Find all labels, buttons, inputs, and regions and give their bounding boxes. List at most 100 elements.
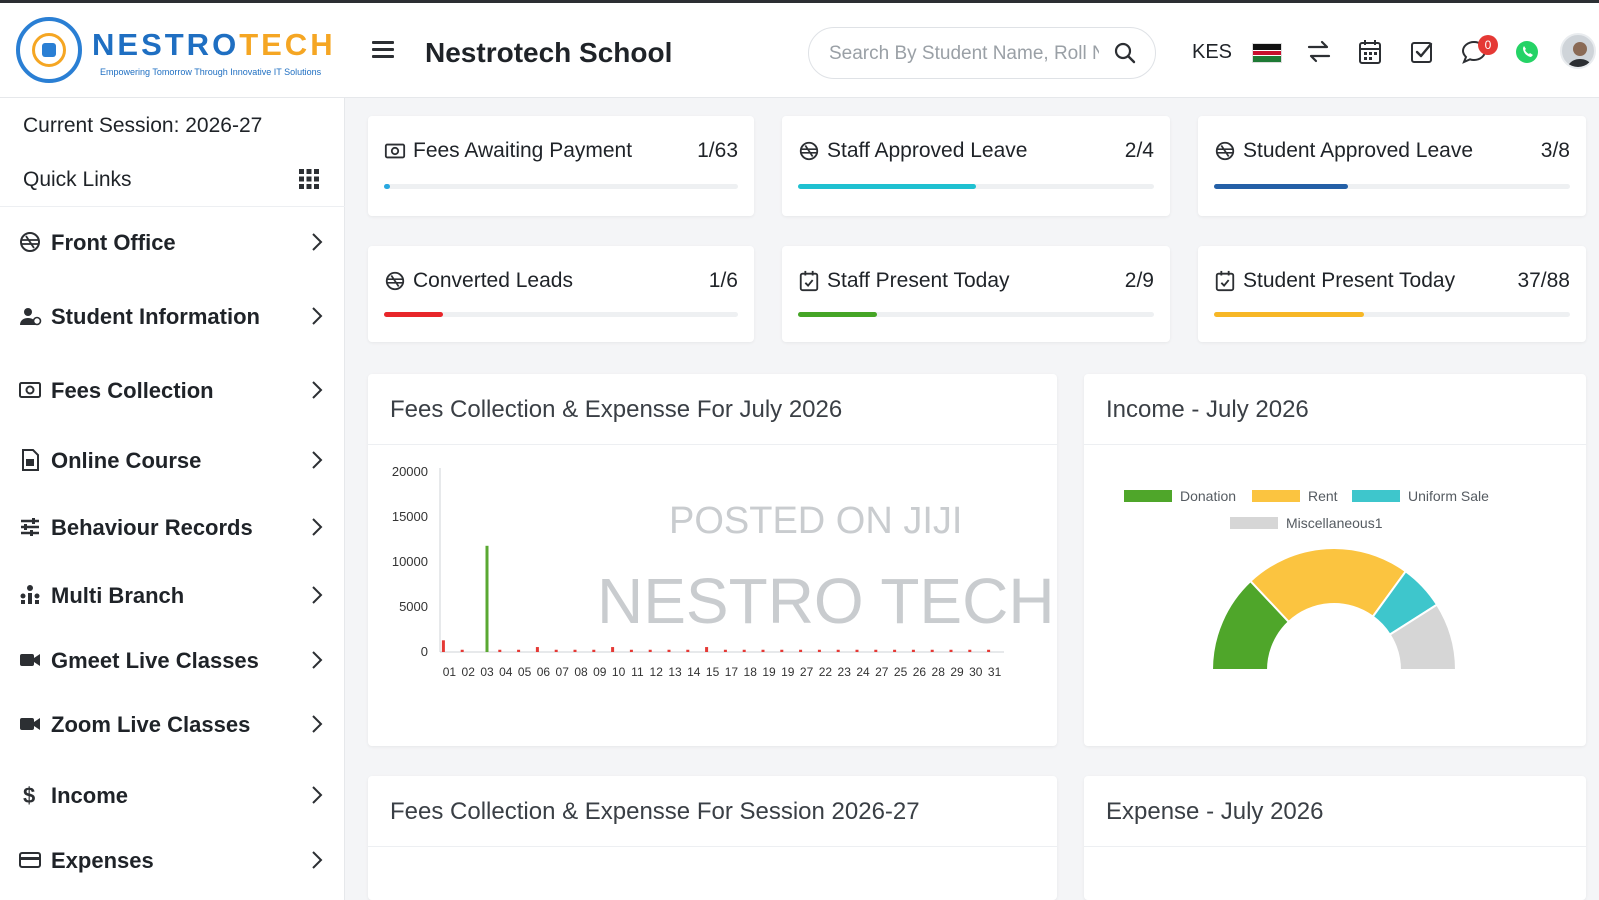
x-tick-label: 03 <box>480 665 494 679</box>
expense-bar <box>667 649 671 652</box>
legend-label: Miscellaneous1 <box>1286 515 1383 531</box>
progress-track <box>798 184 1154 189</box>
panel-title: Fees Collection & Expensse For July 2026 <box>390 396 843 423</box>
sidebar-item-income[interactable]: $ Income <box>0 771 345 821</box>
progress-fill <box>384 312 444 317</box>
expense-month-panel: Expense - July 2026 <box>1084 776 1586 900</box>
progress-track <box>1214 184 1570 189</box>
divider <box>1084 444 1586 445</box>
branch-icon <box>20 585 40 604</box>
x-tick-label: 05 <box>518 665 532 679</box>
chevron-right-icon <box>312 851 323 869</box>
money-icon <box>19 382 41 398</box>
stat-card-fees-awaiting[interactable]: Fees Awaiting Payment 1/63 <box>368 116 754 216</box>
sidebar-item-label: Online Course <box>51 448 202 473</box>
leave-icon <box>799 141 819 161</box>
search-input[interactable] <box>829 40 1099 68</box>
income-month-panel: Income - July 2026 Donation Rent Uniform S… <box>1084 374 1586 746</box>
logo[interactable]: NESTROTECH Empowering Tomorrow Through I… <box>16 17 333 89</box>
income-doughnut-chart: Donation Rent Uniform Sale Miscellaneous1 <box>1124 488 1489 671</box>
sidebar: Current Session: 2026-27 Quick Links Fro… <box>0 98 345 900</box>
x-tick-label: 13 <box>668 665 682 679</box>
expense-bar <box>554 649 558 652</box>
sidebar-item-multi-branch[interactable]: Multi Branch <box>0 571 345 621</box>
y-tick-label: 5000 <box>399 599 428 614</box>
progress-fill <box>1214 184 1348 189</box>
sidebar-item-zoom-live-classes[interactable]: Zoom Live Classes <box>0 700 345 750</box>
chevron-right-icon <box>312 518 323 536</box>
expense-bar <box>817 649 821 652</box>
sidebar-item-online-course[interactable]: Online Course <box>0 436 345 486</box>
expense-bar <box>874 649 878 652</box>
sidebar-item-behaviour-records[interactable]: Behaviour Records <box>0 503 345 553</box>
chevron-right-icon <box>312 715 323 733</box>
stat-value: 1/63 <box>697 139 738 162</box>
sliders-icon <box>21 518 39 536</box>
stat-card-converted-leads[interactable]: Converted Leads 1/6 <box>368 246 754 342</box>
calendar-icon[interactable] <box>1356 39 1384 65</box>
stat-value: 3/8 <box>1540 139 1570 162</box>
divider <box>368 846 1057 847</box>
kenya-flag-icon[interactable] <box>1252 43 1282 63</box>
expense-bar <box>460 649 464 652</box>
stat-label: Student Present Today <box>1243 269 1456 292</box>
x-tick-label: 24 <box>856 665 870 679</box>
expense-bar <box>742 649 746 652</box>
expense-bar <box>930 649 934 652</box>
stat-label: Converted Leads <box>413 269 573 292</box>
panel-title: Income - July 2026 <box>1106 396 1309 423</box>
task-check-icon[interactable] <box>1408 39 1436 65</box>
legend-swatch <box>1352 490 1400 502</box>
x-tick-label: 08 <box>574 665 588 679</box>
sidebar-item-fees-collection[interactable]: Fees Collection <box>0 366 345 416</box>
y-tick-label: 20000 <box>392 464 428 479</box>
progress-fill <box>798 312 878 317</box>
sidebar-item-front-office[interactable]: Front Office <box>0 218 345 268</box>
current-session[interactable]: Current Session: 2026-27 <box>23 114 263 137</box>
stat-card-staff-present[interactable]: Staff Present Today 2/9 <box>782 246 1170 342</box>
stat-card-student-present[interactable]: Student Present Today 37/88 <box>1198 246 1586 342</box>
quick-links-label[interactable]: Quick Links <box>23 168 132 191</box>
expense-bar <box>911 649 915 652</box>
x-tick-label: 17 <box>725 665 739 679</box>
svg-text:$: $ <box>23 783 35 807</box>
logo-name: NESTROTECH <box>92 27 336 62</box>
x-tick-label: 10 <box>612 665 626 679</box>
legend-label: Uniform Sale <box>1408 488 1489 504</box>
search-icon[interactable] <box>1113 41 1137 65</box>
doughnut-slice <box>1388 603 1458 671</box>
stat-label: Fees Awaiting Payment <box>413 139 633 162</box>
whatsapp-icon[interactable] <box>1513 39 1541 65</box>
expense-bar <box>705 647 709 652</box>
apps-grid-icon[interactable] <box>298 168 320 190</box>
x-tick-label: 25 <box>894 665 908 679</box>
user-avatar[interactable] <box>1560 33 1596 69</box>
currency-selector[interactable]: KES <box>1192 41 1233 63</box>
sidebar-item-gmeet-live-classes[interactable]: Gmeet Live Classes <box>0 636 345 686</box>
panel-title: Expense - July 2026 <box>1106 798 1324 825</box>
sidebar-item-label: Behaviour Records <box>51 515 253 540</box>
video-icon <box>20 654 40 666</box>
expense-bar <box>780 649 784 652</box>
stat-label: Staff Approved Leave <box>827 139 1028 162</box>
sidebar-item-label: Fees Collection <box>51 378 214 403</box>
fees-expense-session-panel: Fees Collection & Expensse For Session 2… <box>368 776 1057 900</box>
x-tick-label: 23 <box>838 665 852 679</box>
legend-label: Rent <box>1308 488 1338 504</box>
sidebar-item-label: Expenses <box>51 848 154 873</box>
switch-icon[interactable] <box>1305 39 1333 65</box>
stat-card-staff-approved-leave[interactable]: Staff Approved Leave 2/4 <box>782 116 1170 216</box>
expense-bar <box>517 649 521 652</box>
stat-card-student-approved-leave[interactable]: Student Approved Leave 3/8 <box>1198 116 1586 216</box>
sidebar-item-student-information[interactable]: Student Information <box>0 292 345 342</box>
expense-bar <box>987 649 991 652</box>
sidebar-item-expenses[interactable]: Expenses <box>0 836 345 886</box>
search-box[interactable] <box>808 27 1156 79</box>
menu-icon[interactable] <box>372 41 394 59</box>
divider <box>368 444 1057 445</box>
x-tick-label: 14 <box>687 665 701 679</box>
leave-icon <box>1215 141 1235 161</box>
expense-bar <box>836 649 840 652</box>
sidebar-item-label: Income <box>51 783 129 808</box>
student-icon <box>20 308 42 326</box>
